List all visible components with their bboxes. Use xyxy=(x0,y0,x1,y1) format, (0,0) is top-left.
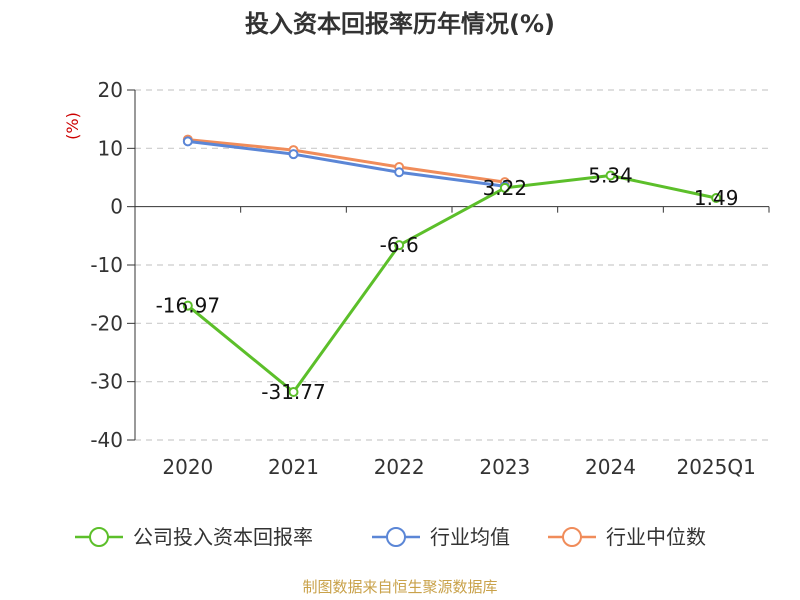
source-note: 制图数据来自恒生聚源数据库 xyxy=(302,578,497,596)
data-point-0 xyxy=(605,170,616,181)
grid-lines xyxy=(135,89,769,441)
data-point-0 xyxy=(394,240,405,251)
y-tick-label: -30 xyxy=(90,370,123,394)
x-tick-label: 2022 xyxy=(374,455,425,479)
y-tick-label: 20 xyxy=(98,78,123,102)
x-tick-label: 2025Q1 xyxy=(676,455,755,479)
data-label: 3.22 xyxy=(483,176,528,200)
y-tick-label: -10 xyxy=(90,253,123,277)
y-tick-label: -40 xyxy=(90,428,123,452)
data-point-0 xyxy=(288,386,299,397)
data-point-0 xyxy=(499,182,510,193)
x-tick-label: 2021 xyxy=(268,455,319,479)
y-axis-label: (%) xyxy=(63,112,82,140)
chart-title: 投入资本回报率历年情况(%) xyxy=(245,10,555,38)
data-label: 5.34 xyxy=(588,164,633,188)
series-line-2 xyxy=(187,138,506,184)
data-point-0 xyxy=(711,192,722,203)
data-label: -16.97 xyxy=(156,294,220,318)
y-tick-label: -20 xyxy=(90,311,123,335)
legend-label: 行业中位数 xyxy=(606,525,706,549)
series-line-1 xyxy=(187,139,506,188)
y-tick-label: 10 xyxy=(98,136,123,160)
x-tick-label: 2024 xyxy=(585,455,636,479)
data-point-1 xyxy=(288,149,299,160)
data-labels: -16.97 -31.77 -6.6 3.22 5.34 1.49 xyxy=(156,164,739,404)
series-layer xyxy=(182,134,722,397)
data-label: -6.6 xyxy=(380,233,419,257)
legend-label: 公司投入资本回报率 xyxy=(133,525,313,549)
series-line-0 xyxy=(186,174,717,394)
data-label: -31.77 xyxy=(261,380,325,404)
y-tick-label: 0 xyxy=(110,195,123,219)
axes: 20 10 0 -10 -20 -30 -40 2020 2021 2022 2023 2024 202… xyxy=(90,78,770,479)
legend-marker xyxy=(386,527,406,547)
legend-label: 行业均值 xyxy=(430,525,510,549)
legend-marker xyxy=(89,527,109,547)
data-point-1 xyxy=(182,136,193,147)
legend: 公司投入资本回报率 行业均值 行业中位数 xyxy=(75,525,706,549)
x-tick-label: 2020 xyxy=(162,455,213,479)
data-point-1 xyxy=(394,167,405,178)
x-tick-label: 2023 xyxy=(479,455,530,479)
data-point-0 xyxy=(182,300,193,311)
data-label: 1.49 xyxy=(694,186,739,210)
legend-marker xyxy=(562,527,582,547)
